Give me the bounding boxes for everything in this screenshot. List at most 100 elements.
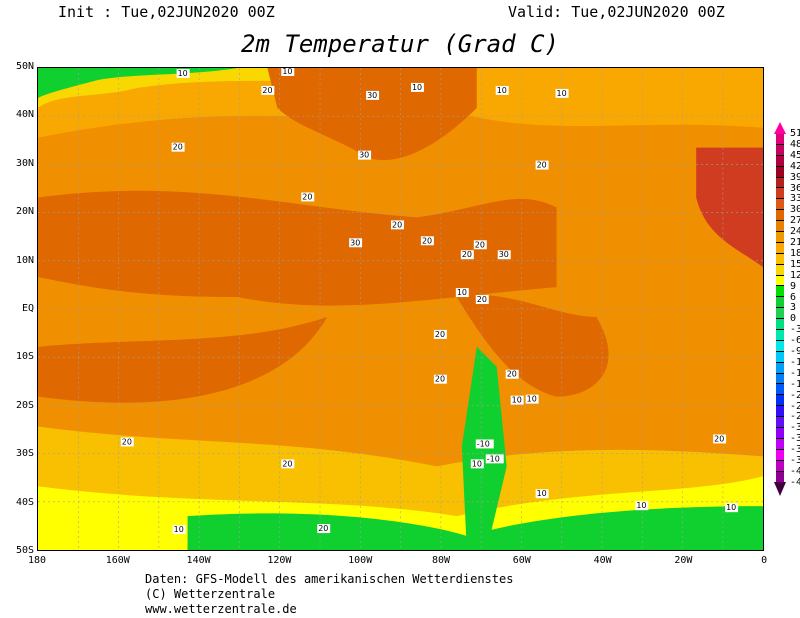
colorbar-label: -27 (790, 411, 800, 423)
colorbar-swatch (776, 428, 784, 439)
colorbar-label: -33 (790, 433, 800, 445)
lat-tick-label: 10N (15, 254, 34, 266)
lat-tick-label: 20S (15, 399, 34, 411)
lon-tick-label: 20W (674, 555, 693, 566)
colorbar-label: 51 (790, 128, 800, 139)
contour-label: 20 (318, 524, 328, 533)
colorbar-label: 42 (790, 160, 800, 172)
contour-label: 30 (359, 151, 369, 160)
contour-label: 10 (512, 396, 522, 405)
colorbar-label: 9 (790, 280, 797, 292)
colorbar-label: -9 (790, 346, 800, 357)
contour-label: 30 (499, 250, 509, 259)
colorbar-swatch (776, 351, 784, 363)
colorbar-label: -21 (790, 389, 800, 401)
contour-label: 20 (422, 236, 432, 245)
contour-label: 10 (178, 69, 188, 78)
colorbar-label: 12 (790, 269, 800, 281)
contour-label: 10 (557, 89, 567, 98)
contour-label: 20 (282, 459, 292, 468)
colorbar-swatch (776, 155, 784, 167)
colorbar-swatch (776, 134, 784, 145)
lat-tick-label: EQ (21, 303, 34, 314)
colorbar-label: 18 (790, 247, 800, 259)
contour-label: 30 (350, 238, 360, 247)
contour-label: 20 (435, 330, 445, 339)
pacific-warm-south (38, 316, 328, 403)
colorbar-swatch (776, 221, 784, 233)
colorbar-swatch (776, 166, 784, 178)
sa-warm (456, 295, 609, 397)
colorbar-swatch (776, 188, 784, 200)
colorbar-swatch (776, 253, 784, 265)
colorbar-swatch (776, 406, 784, 418)
colorbar-label: -36 (790, 444, 800, 456)
colorbar-swatch (776, 297, 784, 309)
colorbar-swatch (776, 362, 784, 374)
contour-label: 20 (302, 192, 312, 201)
contour-label: 10 (527, 395, 537, 404)
colorbar-label: 45 (790, 149, 800, 161)
lon-tick-label: 100W (348, 555, 373, 566)
contour-label: 10 (636, 501, 646, 510)
contour-label: 10 (472, 459, 482, 468)
contour-label: 30 (367, 91, 377, 100)
init-time: Init : Tue,02JUN2020 00Z (58, 3, 275, 21)
lat-tick-label: 30N (15, 157, 34, 169)
contour-label: 20 (507, 370, 517, 379)
contour-label: 20 (435, 375, 445, 384)
lat-tick-label: 30S (15, 448, 34, 460)
contour-label: 10 (174, 525, 184, 534)
colorbar-swatch (776, 384, 784, 396)
colorbar-label: 36 (790, 182, 800, 194)
colorbar-label: 0 (790, 313, 797, 325)
contour-label: 10 (412, 83, 422, 92)
lon-tick-label: 60W (512, 555, 531, 566)
colorbar-swatch (776, 417, 784, 429)
colorbar-swatch (776, 373, 784, 385)
lon-tick-label: 180 (27, 555, 47, 566)
colorbar-swatch (776, 319, 784, 331)
lon-tick-label: 120W (267, 555, 292, 566)
lat-tick-label: 40N (15, 109, 34, 121)
lat-tick-label: 20N (15, 206, 34, 218)
contour-label: 20 (392, 220, 402, 229)
lon-tick-label: 80W (431, 555, 451, 566)
equatorial-warm-band (38, 190, 557, 306)
colorbar-label: 21 (790, 237, 800, 248)
colorbar-label: 30 (790, 204, 800, 216)
colorbar-swatch (776, 264, 784, 276)
lat-tick-label: 10S (15, 351, 34, 363)
colorbar-swatch (776, 275, 784, 287)
colorbar-swatch (776, 242, 784, 254)
south-green-band (187, 506, 763, 550)
colorbar-label: 27 (790, 215, 800, 227)
colorbar-swatch (776, 438, 784, 450)
colorbar-swatch (776, 177, 784, 189)
na-warm (267, 68, 477, 161)
colorbar-label: 39 (790, 171, 800, 183)
lat-tick-label: 40S (15, 496, 34, 508)
colorbar-label: -6 (790, 335, 800, 347)
colorbar-swatch (776, 199, 784, 211)
contour-label: 20 (462, 250, 472, 259)
colorbar-swatch (776, 308, 784, 320)
footer-copyright: (C) Wetterzentrale (145, 587, 276, 601)
contour-label: 10 (497, 86, 507, 95)
footer-source: Daten: GFS-Modell des amerikanischen Wet… (145, 572, 514, 586)
colorbar-label: -39 (790, 455, 800, 466)
lon-tick-label: 160W (105, 555, 130, 566)
lon-tick-label: 40W (593, 555, 612, 566)
contour-label: 10 (726, 503, 736, 512)
colorbar-label: -15 (790, 367, 800, 379)
colorbar-label: -30 (790, 422, 800, 434)
colorbar-label: 33 (790, 193, 800, 205)
map-title: 2m Temperatur (Grad C) (241, 30, 559, 58)
contour-label: 20 (477, 295, 487, 304)
colorbar-swatch (776, 286, 784, 298)
contour-label: 20 (122, 437, 132, 446)
andes-green (461, 346, 507, 550)
colorbar (776, 134, 784, 483)
colorbar-swatch (776, 340, 784, 352)
colorbar-label: 6 (790, 291, 797, 303)
